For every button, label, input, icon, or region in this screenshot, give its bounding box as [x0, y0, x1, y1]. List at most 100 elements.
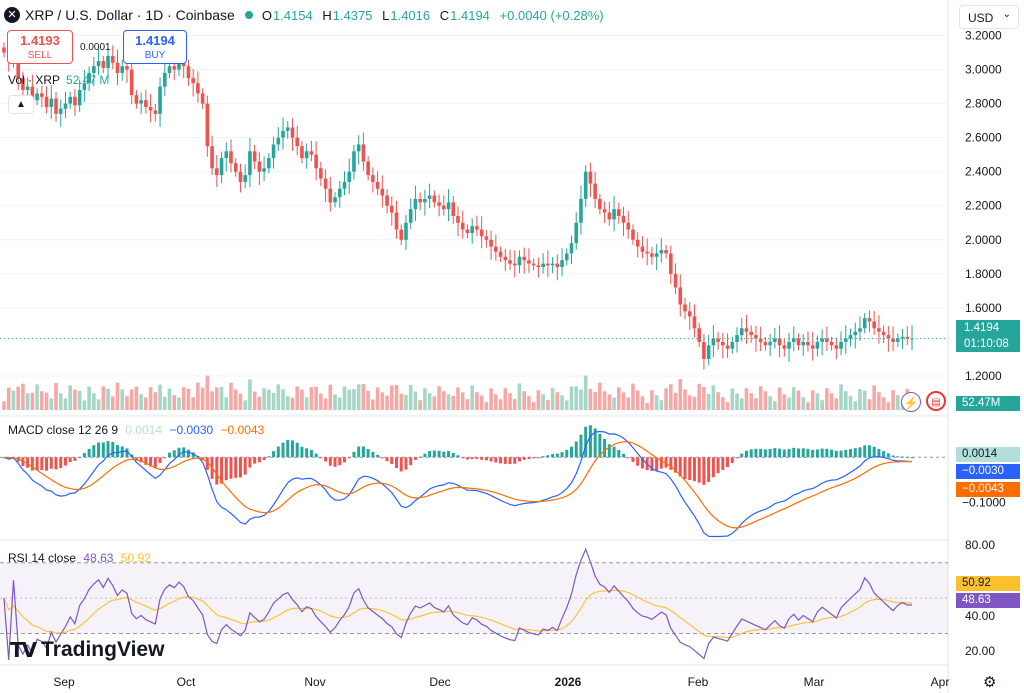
volume-bar	[215, 387, 219, 410]
volume-bar	[451, 395, 456, 410]
macd-histogram-bar	[522, 457, 526, 460]
rsi-tick: 20.00	[965, 644, 995, 658]
volume-bar	[389, 385, 394, 410]
candle	[300, 146, 304, 159]
volume-bar	[650, 390, 654, 410]
volume-bar	[281, 389, 285, 410]
macd-histogram-bar	[612, 446, 616, 458]
candle	[721, 341, 725, 346]
candle	[664, 250, 668, 254]
volume-bar	[300, 389, 304, 410]
candle	[744, 328, 749, 332]
volume-bar	[862, 390, 867, 410]
candle	[465, 229, 470, 233]
candle	[470, 226, 474, 233]
macd-histogram-bar	[134, 457, 138, 460]
macd-histogram-bar	[664, 457, 668, 468]
macd-histogram-bar	[319, 457, 323, 459]
volume-bar	[744, 388, 749, 410]
macd-histogram-bar	[461, 457, 465, 459]
price-tick: 3.2000	[965, 29, 1002, 43]
candle	[858, 328, 862, 332]
volume-bar	[678, 379, 683, 410]
volume-legend[interactable]: Vol · XRP 52.47 M	[8, 73, 110, 87]
macd-histogram-bar	[872, 446, 876, 458]
us-flag-icon[interactable]: ▤	[926, 391, 946, 411]
macd-histogram-bar	[820, 448, 824, 458]
candle	[281, 130, 285, 138]
sell-button[interactable]: 1.4193 SELL	[7, 30, 73, 64]
macd-histogram-bar	[863, 445, 867, 458]
xrp-logo-icon: ✕	[4, 7, 20, 23]
price-tick: 2.4000	[965, 165, 1002, 179]
collapse-legend-button[interactable]: ▲	[8, 95, 34, 114]
macd-histogram-bar	[744, 450, 748, 458]
volume-bar	[243, 400, 247, 410]
macd-histogram-bar	[546, 455, 550, 458]
macd-histogram-bar	[309, 450, 313, 458]
macd-histogram-bar	[418, 456, 422, 458]
macd-histogram-bar	[371, 451, 375, 458]
candle	[782, 345, 787, 349]
macd-legend[interactable]: MACD close 12 26 9 0.0014 −0.0030 −0.004…	[8, 423, 265, 437]
settings-icon[interactable]: ⚙	[983, 673, 997, 691]
rsi-legend[interactable]: RSI 14 close 48.63 50.92	[8, 551, 151, 565]
macd-histogram-bar	[598, 433, 602, 458]
volume-bar	[721, 397, 725, 410]
candle	[442, 205, 446, 210]
volume-bar	[881, 397, 886, 410]
candle	[456, 215, 460, 223]
macd-histogram-bar	[593, 428, 597, 458]
volume-bar	[725, 402, 730, 410]
macd-histogram-bar	[905, 456, 909, 458]
macd-histogram-bar	[622, 453, 626, 458]
currency-select[interactable]: USD ⌄	[959, 5, 1019, 29]
candle	[555, 263, 560, 268]
macd-histogram-bar	[290, 440, 294, 458]
candle	[309, 151, 314, 155]
candle	[635, 239, 640, 247]
lightning-icon[interactable]: ⚡	[901, 392, 921, 412]
volume-bar	[337, 397, 342, 410]
macd-histogram-bar	[262, 457, 266, 461]
macd-histogram-bar	[305, 448, 309, 458]
macd-line-badge: −0.0030	[956, 464, 1020, 479]
volume-bar	[815, 393, 820, 410]
candle	[569, 243, 574, 254]
volume-bar	[489, 388, 493, 410]
macd-histogram-bar	[584, 426, 588, 458]
rsi-ma-line	[3, 589, 913, 639]
price-tick: 1.8000	[965, 267, 1002, 281]
macd-histogram-bar	[26, 457, 30, 468]
symbol-title[interactable]: XRP / U.S. Dollar · 1D · Coinbase	[25, 7, 235, 23]
buy-button[interactable]: 1.4194 BUY	[123, 30, 187, 64]
candle	[144, 100, 148, 108]
volume-bar	[385, 395, 389, 410]
candle	[773, 338, 777, 342]
volume-bar	[219, 387, 224, 410]
volume-bar	[380, 392, 385, 410]
macd-histogram-bar	[286, 439, 290, 458]
volume-bar	[139, 394, 143, 410]
volume-bar	[654, 395, 659, 410]
macd-histogram-bar	[97, 442, 101, 458]
macd-histogram-bar	[78, 456, 82, 458]
macd-histogram-bar	[588, 425, 592, 458]
candle	[607, 212, 612, 220]
volume-bar	[669, 384, 673, 410]
candle	[683, 304, 687, 312]
macd-histogram-bar	[347, 457, 351, 459]
volume-bar	[77, 390, 82, 410]
volume-bar	[442, 391, 446, 410]
macd-histogram-bar	[565, 449, 569, 458]
tradingview-logo[interactable]: TV TradingView	[10, 638, 165, 662]
macd-histogram-bar	[423, 453, 427, 458]
candle	[749, 331, 754, 336]
volume-bar	[697, 383, 701, 410]
macd-histogram-bar	[177, 447, 181, 458]
candle	[205, 103, 210, 147]
candle	[77, 90, 82, 106]
candle	[92, 66, 96, 73]
candle	[881, 331, 886, 336]
